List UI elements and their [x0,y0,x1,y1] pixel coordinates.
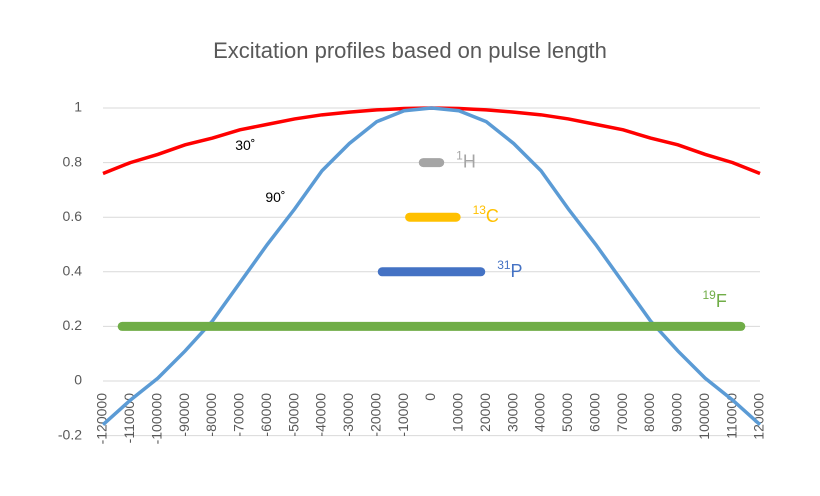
x-tick-label: -70000 [231,393,247,437]
x-tick-label: -120000 [94,393,110,445]
range-label: 19F [703,288,727,311]
x-tick-label: -10000 [395,393,411,437]
x-tick-label: 70000 [614,393,630,432]
range-label-name: P [511,261,523,281]
range-label: 1H [456,149,476,172]
x-tick-label: -60000 [258,393,274,437]
range-label-sup: 19 [703,288,717,302]
y-tick-label: 0 [74,372,82,388]
x-tick-label: -50000 [285,393,301,437]
x-tick-label: -90000 [176,393,192,437]
x-tick-label: 90000 [669,393,685,432]
x-tick-label: 50000 [559,393,575,432]
x-tick-label: -30000 [340,393,356,437]
chart-title: Excitation profiles based on pulse lengt… [213,38,607,63]
y-tick-label: 0.6 [63,208,83,224]
range-label-name: H [463,151,476,171]
y-tick-label: 0.8 [63,153,83,169]
x-tick-label: 100000 [696,393,712,440]
x-tick-label: 80000 [641,393,657,432]
x-tick-label: 10000 [450,393,466,432]
x-tick-label: 20000 [477,393,493,432]
y-tick-label: 0.2 [63,317,83,333]
range-label-name: F [716,291,727,311]
range-label: 13C [473,203,499,226]
y-tick-label: 1 [74,99,82,115]
series-label: 30˚ [235,137,255,153]
series-label: 90˚ [265,189,285,205]
x-tick-label: -40000 [313,393,329,437]
y-tick-label: -0.2 [58,426,82,442]
range-label-sup: 13 [473,203,487,217]
y-tick-label: 0.4 [63,263,83,279]
range-label: 31P [497,258,522,281]
line-series [101,106,762,426]
x-tick-label: 30000 [504,393,520,432]
x-tick-label: -20000 [367,393,383,437]
x-tick-label: -100000 [148,393,164,445]
range-label-name: C [486,206,499,226]
x-tick-label: 120000 [751,393,767,440]
range-label-sup: 31 [497,258,511,272]
x-tick-label: -80000 [203,393,219,437]
x-tick-label: 0 [422,393,438,401]
x-tick-label: 60000 [586,393,602,432]
range-label-sup: 1 [456,149,463,163]
x-tick-label: 40000 [532,393,548,432]
